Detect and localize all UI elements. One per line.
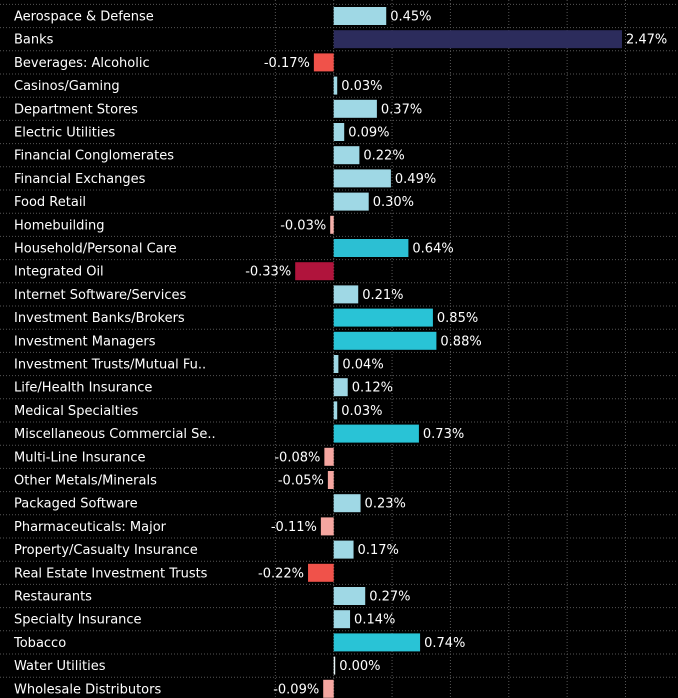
category-label: Banks	[14, 33, 54, 48]
value-label: 0.64%	[412, 242, 453, 257]
bar	[333, 239, 409, 257]
value-label: 0.85%	[437, 311, 478, 326]
value-label: 0.73%	[423, 427, 464, 442]
bar	[333, 378, 348, 397]
category-label: Electric Utilities	[14, 126, 115, 141]
category-label: Casinos/Gaming	[14, 79, 120, 94]
category-label: Multi-Line Insurance	[14, 450, 145, 465]
category-label: Medical Specialties	[14, 404, 138, 419]
category-label: Pharmaceuticals: Major	[14, 520, 167, 535]
value-label: 0.21%	[362, 288, 403, 303]
category-label: Property/Casualty Insurance	[14, 543, 198, 558]
value-label: 0.88%	[440, 334, 481, 349]
value-label: 0.23%	[365, 497, 406, 512]
bar	[333, 99, 377, 118]
value-label: 0.45%	[390, 10, 431, 25]
bar	[327, 471, 334, 489]
category-label: Investment Managers	[14, 334, 156, 349]
bar	[313, 53, 334, 72]
category-label: Internet Software/Services	[14, 288, 186, 303]
bar	[333, 169, 391, 188]
bar	[333, 76, 338, 95]
bar	[333, 424, 419, 443]
value-label: -0.09%	[273, 682, 319, 697]
category-label: Life/Health Insurance	[14, 381, 152, 396]
category-label: Water Utilities	[14, 659, 106, 674]
category-label: Packaged Software	[14, 497, 138, 512]
value-label: 0.12%	[352, 381, 393, 396]
bar	[330, 215, 334, 234]
bar	[333, 610, 351, 629]
bar	[333, 192, 369, 211]
value-label: 0.74%	[424, 636, 465, 651]
value-label: -0.03%	[280, 218, 326, 233]
category-label: Miscellaneous Commercial Se..	[14, 427, 216, 442]
category-label: Household/Personal Care	[14, 242, 177, 257]
category-label: Real Estate Investment Trusts	[14, 566, 208, 581]
value-label: 0.30%	[373, 195, 414, 210]
bar	[295, 262, 334, 281]
bar	[333, 540, 354, 559]
bar	[308, 563, 334, 582]
value-label: 0.03%	[341, 79, 382, 94]
category-label: Aerospace & Defense	[14, 10, 154, 25]
category-label: Beverages: Alcoholic	[14, 56, 150, 71]
bar	[333, 633, 421, 652]
bar	[333, 587, 366, 605]
category-label: Other Metals/Minerals	[14, 474, 157, 489]
value-label: 0.00%	[339, 659, 380, 674]
value-label: -0.22%	[258, 566, 304, 581]
category-label: Financial Exchanges	[14, 172, 146, 187]
value-label: 0.03%	[341, 404, 382, 419]
category-label: Restaurants	[14, 590, 92, 605]
value-label: -0.05%	[278, 474, 324, 489]
category-label: Financial Conglomerates	[14, 149, 174, 164]
bar	[333, 7, 387, 25]
bar	[333, 331, 437, 350]
value-label: -0.08%	[274, 450, 320, 465]
category-label: Investment Banks/Brokers	[14, 311, 185, 326]
category-label: Tobacco	[13, 636, 66, 651]
bar	[324, 447, 334, 466]
category-label: Wholesale Distributors	[14, 682, 161, 697]
value-label: 0.17%	[358, 543, 399, 558]
bar	[333, 308, 433, 327]
value-label: 0.14%	[354, 613, 395, 628]
value-label: 0.22%	[363, 149, 404, 164]
value-label: -0.33%	[245, 265, 291, 280]
bar	[333, 30, 622, 49]
category-label: Homebuilding	[14, 218, 104, 233]
value-label: -0.17%	[264, 56, 310, 71]
category-label: Specialty Insurance	[14, 613, 142, 628]
value-label: 0.04%	[342, 358, 383, 373]
bar	[333, 401, 338, 420]
bar	[333, 146, 360, 165]
category-label: Investment Trusts/Mutual Fu..	[14, 358, 206, 373]
bar	[333, 355, 339, 373]
category-label: Food Retail	[14, 195, 86, 210]
bar	[333, 285, 359, 304]
value-label: 2.47%	[626, 33, 667, 48]
bar	[333, 123, 345, 141]
value-label: 0.27%	[369, 590, 410, 605]
value-label: 0.49%	[395, 172, 436, 187]
category-label: Integrated Oil	[14, 265, 104, 280]
bar	[323, 679, 334, 698]
value-label: 0.37%	[381, 102, 422, 117]
category-label: Department Stores	[14, 102, 138, 117]
bar	[320, 517, 334, 536]
bar	[333, 494, 361, 513]
bar	[333, 656, 336, 675]
value-label: 0.09%	[348, 126, 389, 141]
value-label: -0.11%	[271, 520, 317, 535]
